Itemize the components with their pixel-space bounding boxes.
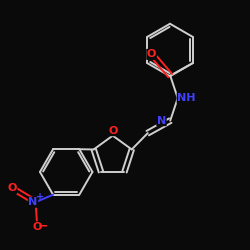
Text: N: N	[157, 116, 166, 126]
Text: −: −	[38, 220, 48, 232]
Text: +: +	[36, 192, 44, 202]
Text: O: O	[7, 184, 16, 194]
Text: O: O	[32, 222, 42, 232]
Text: NH: NH	[177, 93, 196, 103]
Text: O: O	[108, 126, 118, 136]
Text: O: O	[147, 50, 156, 59]
Text: N: N	[28, 197, 38, 207]
